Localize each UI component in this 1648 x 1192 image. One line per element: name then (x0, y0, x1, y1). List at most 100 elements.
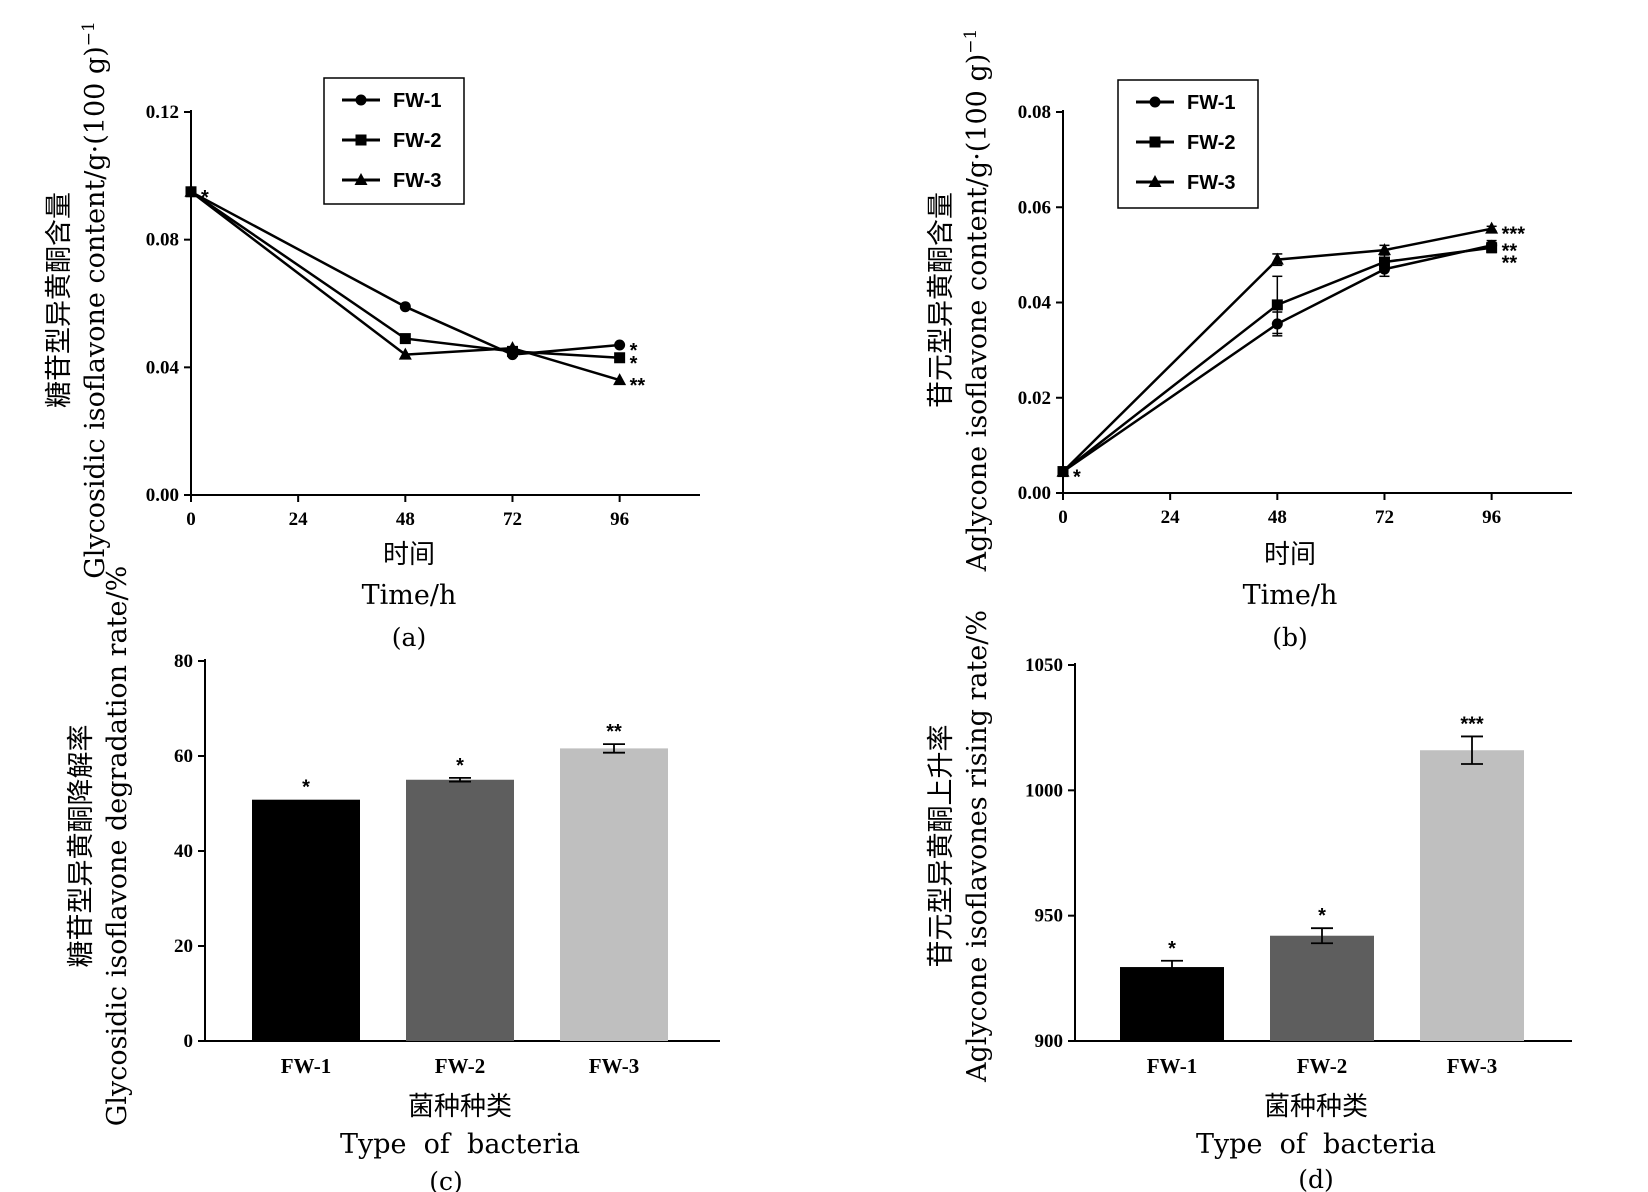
significance-mark-b: *** (1502, 224, 1526, 246)
legend-b-fw1: FW-1 (1187, 92, 1235, 114)
significance-mark-a: * (630, 340, 638, 362)
x-tick-label-d: FW-1 (1147, 1054, 1198, 1078)
x-tick-label-a: 48 (396, 509, 415, 530)
bar-d-fw-3 (1420, 750, 1524, 1041)
y-tick-label-d: 900 (1035, 1031, 1064, 1052)
data-point-b-fw-2 (1378, 256, 1390, 268)
y-tick-label-a: 0.04 (146, 357, 180, 378)
data-point-b-fw-3 (1270, 252, 1284, 265)
data-point-b-fw-2 (1271, 299, 1283, 311)
y-tick-label-d: 1050 (1025, 655, 1063, 676)
y-axis-label-b: Aglycone isoflavone content/g·(100 g)−1 (961, 29, 993, 573)
x-tick-label-d: FW-3 (1447, 1054, 1498, 1078)
data-point-b-fw-3 (1485, 221, 1499, 234)
x-tick-label-b: 0 (1058, 507, 1068, 528)
x-tick-label-d: FW-2 (1297, 1054, 1348, 1078)
legend-a-fw1: FW-1 (393, 90, 441, 112)
chart-b: 0.000.020.040.060.080 24 48 72 96******** FW… (926, 29, 1572, 652)
legend-a-fw2: FW-2 (393, 130, 441, 152)
x-tick-label-b: 72 (1375, 507, 1394, 528)
y-tick-label-a: 0.00 (146, 485, 179, 506)
x-tick-label-b: 24 (1161, 507, 1181, 528)
panel-label-b: (b) (1272, 623, 1308, 652)
y-axis-label-c: Glycosidic isoflavone degradation rate/% (102, 566, 133, 1127)
x-tick-label-c: FW-1 (281, 1054, 332, 1078)
significance-mark-b: * (1073, 467, 1081, 489)
series-line-a-fw-2 (190, 190, 620, 360)
bar-c-fw-2 (406, 779, 514, 1041)
significance-mark-d: * (1318, 905, 1326, 927)
bar-d-fw-1 (1120, 967, 1224, 1041)
significance-mark-b: ** (1502, 252, 1518, 274)
significance-mark-d: * (1168, 938, 1176, 960)
y-axis-label-cn-d: 苷元型异黄酮上升率 (926, 725, 957, 968)
bar-d-fw-2 (1270, 935, 1374, 1041)
series-line-a-fw-1 (190, 190, 620, 356)
y-tick-label-b: 0.04 (1018, 293, 1052, 314)
y-axis-label-a: Glycosidic isoflavone content/g·(100 g)−… (79, 21, 111, 579)
data-point-a-fw-2 (399, 333, 411, 345)
significance-mark-a: ** (630, 375, 646, 397)
data-point-a-fw-2 (614, 352, 626, 364)
x-tick-label-b: 48 (1268, 507, 1287, 528)
y-tick-label-d: 1000 (1025, 780, 1063, 801)
legend-b: FW-1 FW-2 FW-3 (1117, 79, 1259, 209)
data-point-a-fw-1 (399, 301, 411, 313)
x-axis-label-d: Type of bacteria (1196, 1129, 1436, 1160)
y-tick-label-a: 0.08 (146, 230, 179, 251)
significance-mark-c: * (302, 777, 310, 799)
x-axis-label-cn-d: 菌种种类 (1264, 1092, 1368, 1122)
significance-mark-a: * (630, 353, 638, 375)
y-tick-label-c: 0 (184, 1031, 194, 1052)
legend-b-fw3: FW-3 (1187, 172, 1235, 194)
x-tick-label-a: 24 (289, 509, 309, 530)
x-axis-label-cn-b: 时间 (1264, 540, 1316, 570)
x-tick-label-a: 96 (610, 509, 629, 530)
y-tick-label-b: 0.08 (1018, 102, 1051, 123)
series-line-b-fw-3 (1062, 227, 1492, 473)
y-tick-label-b: 0.02 (1018, 388, 1051, 409)
data-point-b-fw-3 (1056, 464, 1070, 477)
x-tick-label-b: 96 (1482, 507, 1501, 528)
x-tick-label-a: 72 (503, 509, 522, 530)
series-line-b-fw-1 (1062, 244, 1492, 473)
data-point-a-fw-3 (184, 184, 198, 197)
y-tick-label-b: 0.00 (1018, 483, 1051, 504)
y-axis-label-cn-b: 苷元型异黄酮含量 (926, 192, 957, 408)
panel-label-a: (a) (392, 623, 426, 652)
y-axis-label-cn-c: 糖苷型异黄酮降解率 (66, 725, 97, 968)
y-tick-label-c: 40 (174, 841, 193, 862)
x-tick-label-c: FW-3 (589, 1054, 640, 1078)
bar-c-fw-1 (252, 799, 360, 1041)
y-tick-label-c: 60 (174, 746, 193, 767)
data-point-b-fw-2 (1486, 242, 1498, 254)
x-axis-label-b: Time/h (1243, 580, 1338, 611)
bar-c-fw-3 (560, 748, 668, 1041)
legend-a: FW-1 FW-2 FW-3 (323, 77, 465, 205)
y-tick-label-a: 0.12 (146, 102, 179, 123)
chart-c: 0 20 40 60 80 * FW-1 * FW-2 ** FW-3 糖苷型异黄酮降解率 Glyc… (66, 566, 720, 1192)
series-line-a-fw-3 (190, 190, 620, 382)
legend-b-fw2: FW-2 (1187, 132, 1235, 154)
significance-mark-a: * (201, 187, 209, 209)
significance-mark-d: *** (1460, 713, 1484, 735)
data-point-a-fw-3 (505, 341, 519, 354)
x-tick-label-c: FW-2 (435, 1054, 486, 1078)
x-axis-label-a: Time/h (362, 580, 457, 611)
significance-mark-c: ** (606, 721, 622, 743)
y-axis-label-cn-a: 糖苷型异黄酮含量 (44, 192, 75, 408)
data-point-a-fw-3 (613, 373, 627, 386)
chart-a: 0.000.040.080.120 24 48 72 96***** FW-1 FW-2… (44, 21, 700, 652)
data-point-a-fw-3 (398, 347, 412, 360)
y-axis-label-d: Aglycone isoflavones rising rate/% (962, 610, 993, 1083)
data-point-a-fw-1 (614, 339, 626, 351)
panel-label-d: (d) (1298, 1165, 1334, 1192)
y-tick-label-d: 950 (1035, 906, 1064, 927)
series-line-b-fw-2 (1062, 246, 1492, 473)
chart-d: 900 950 1000 1050 * FW-1 * FW-2 *** FW-3 苷元型异黄酮上升… (926, 610, 1572, 1192)
panel-label-c: (c) (429, 1167, 463, 1192)
y-tick-label-c: 20 (174, 936, 193, 957)
y-tick-label-b: 0.06 (1018, 197, 1051, 218)
data-point-b-fw-3 (1377, 243, 1391, 256)
